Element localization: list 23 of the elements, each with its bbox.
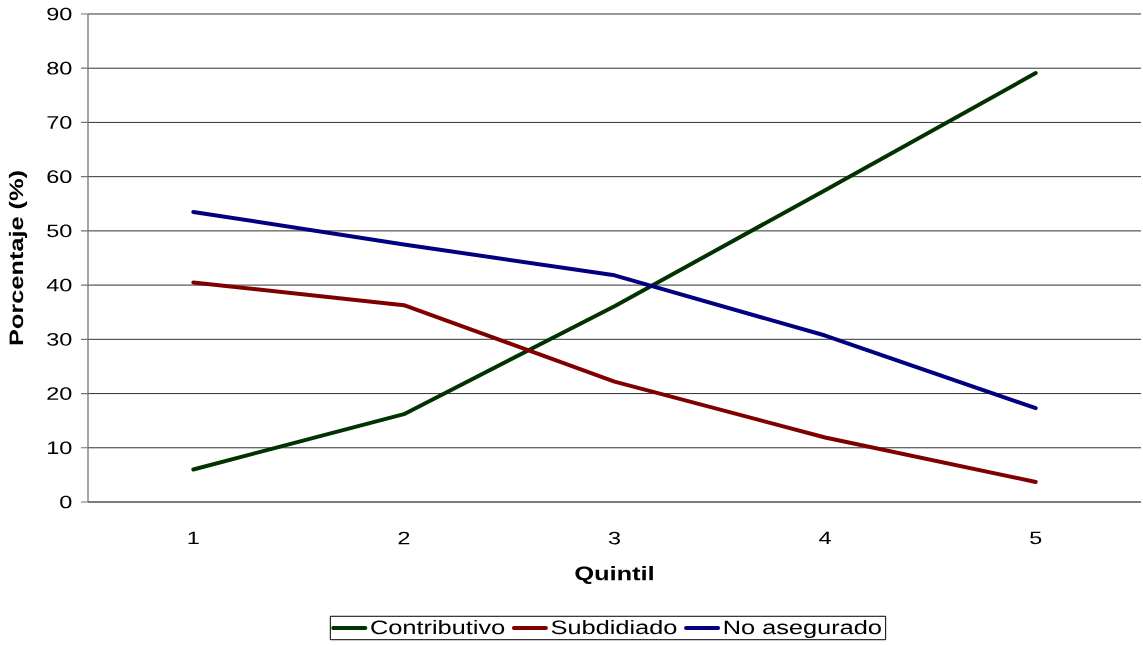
y-tick-label: 0: [60, 495, 72, 509]
y-tick-label: 60: [47, 170, 72, 184]
y-tick-label: 40: [46, 278, 72, 292]
x-tick-label: 5: [1030, 531, 1042, 545]
line-series: [191, 280, 1038, 484]
y-tick-label: 30: [47, 332, 72, 346]
y-tick-label: 10: [48, 441, 72, 455]
x-axis-title: Quintil: [575, 566, 653, 584]
line-series: [191, 209, 1038, 411]
x-tick-label: 4: [819, 531, 831, 545]
y-tick-label: 80: [47, 61, 72, 75]
y-tick-label: 20: [47, 387, 72, 400]
legend-label: Contributivo: [371, 619, 505, 635]
x-tick-label: 1: [188, 531, 199, 545]
y-tick-label: 90: [47, 7, 72, 21]
legend-label: Subdidiado: [551, 619, 677, 635]
x-tick-label: 3: [608, 531, 620, 545]
y-axis-title: Porcentaje (%): [8, 171, 28, 345]
y-tick-label: 70: [47, 116, 72, 129]
legend-label: No asegurado: [724, 619, 881, 639]
x-tick-label: 2: [398, 531, 410, 545]
line-series: [191, 71, 1038, 472]
y-tick-label: 50: [47, 224, 72, 238]
